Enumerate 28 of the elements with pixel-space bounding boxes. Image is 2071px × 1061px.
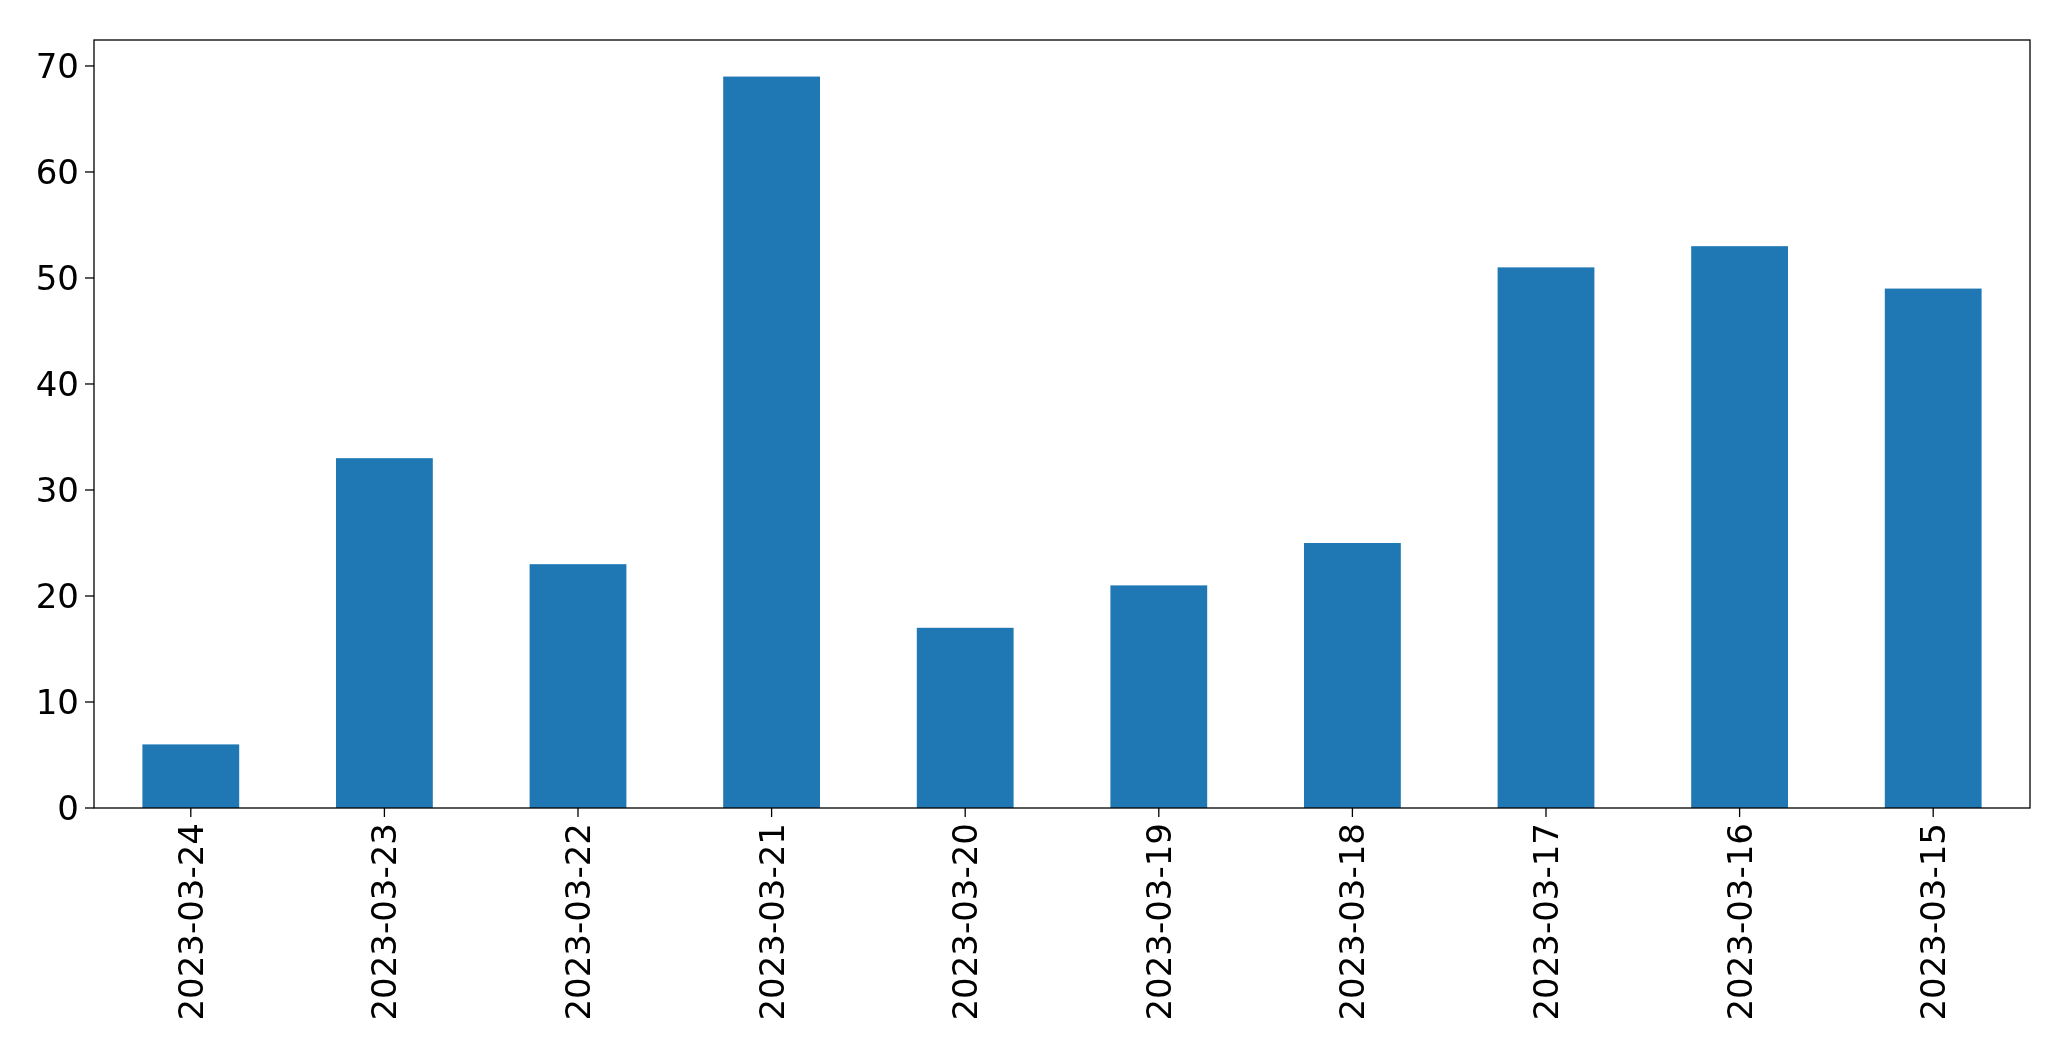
bar [1110, 585, 1208, 808]
y-tick-label: 0 [57, 787, 79, 828]
bar [336, 458, 433, 808]
y-tick-label: 40 [35, 363, 79, 404]
y-tick-label: 50 [35, 257, 79, 298]
bar [723, 76, 820, 808]
x-tick-label: 2023-03-24 [170, 823, 211, 1021]
bar [916, 627, 1014, 808]
bar [1884, 288, 1982, 808]
x-tick-label: 2023-03-23 [364, 823, 405, 1021]
y-tick-label: 30 [35, 469, 79, 510]
x-tick-label: 2023-03-17 [1525, 823, 1566, 1021]
x-tick-label: 2023-03-22 [557, 823, 598, 1021]
x-tick-label: 2023-03-16 [1719, 823, 1760, 1021]
y-tick-label: 60 [35, 151, 79, 192]
x-tick-label: 2023-03-21 [751, 823, 792, 1021]
x-tick-label: 2023-03-18 [1332, 823, 1373, 1021]
y-tick-label: 10 [35, 681, 79, 722]
x-tick-label: 2023-03-15 [1913, 823, 1954, 1021]
bar [529, 564, 627, 808]
bar [1691, 246, 1788, 808]
x-tick-label: 2023-03-19 [1138, 823, 1179, 1021]
y-tick-label: 20 [35, 575, 79, 616]
x-tick-label: 2023-03-20 [945, 823, 986, 1021]
bar [1304, 542, 1401, 808]
bar [142, 744, 240, 808]
bar [1497, 267, 1595, 808]
y-tick-label: 70 [35, 45, 79, 86]
